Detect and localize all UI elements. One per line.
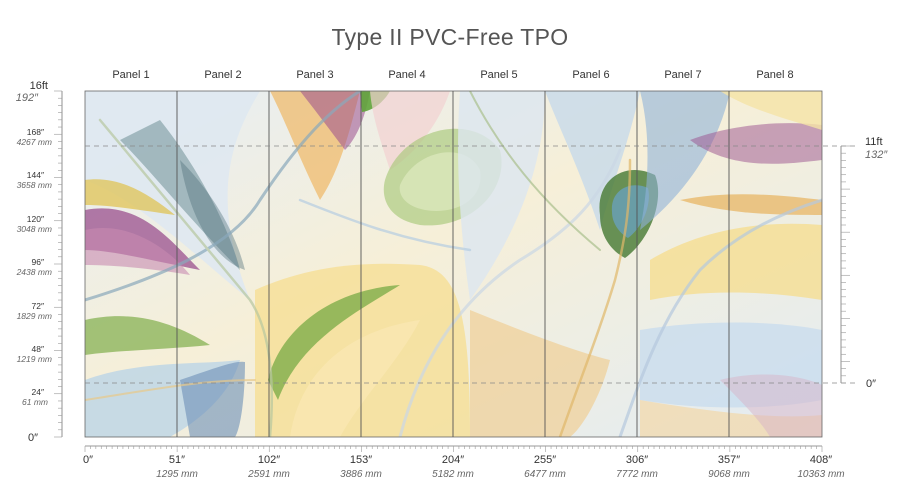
left-tick-in: 120″ (27, 214, 44, 224)
bottom-tick-in: 408″ (810, 454, 832, 466)
bottom-tick-in: 51″ (169, 454, 185, 466)
bottom-tick-in: 0″ (83, 454, 93, 466)
mural-border (84, 90, 823, 438)
bottom-tick-mm: 7772 mm (616, 469, 658, 480)
bottom-tick-in: 357″ (718, 454, 740, 466)
left-tick-in: 24″ (32, 387, 44, 397)
bottom-tick-in: 204″ (442, 454, 464, 466)
bottom-tick-in: 306″ (626, 454, 648, 466)
left-tick-mm: 3048 mm (17, 224, 52, 234)
mural-artwork (85, 91, 822, 437)
left-tick-mm: 3658 mm (17, 180, 52, 190)
bottom-tick-mm: 3886 mm (340, 469, 382, 480)
panel-label: Panel 5 (480, 69, 517, 81)
panel-labels: Panel 1 Panel 2 Panel 3 Panel 4 Panel 5 … (112, 69, 793, 81)
panel-label: Panel 2 (204, 69, 241, 81)
left-tick-in: 96″ (32, 257, 44, 267)
left-tick-in: 168″ (27, 127, 44, 137)
right-axis-in: 132″ (865, 149, 888, 161)
panel-seams (176, 91, 730, 437)
left-tick-mm: 61 mm (22, 397, 48, 407)
left-axis-top-ft: 16ft (30, 80, 48, 92)
panel-label: Panel 4 (388, 69, 425, 81)
right-ruler: 11ft 132″ 0″ (840, 136, 888, 390)
left-ruler: 16ft 192″ 168″ 4267 mm 144″ 3658 mm 120″… (16, 80, 63, 444)
panel-label: Panel 3 (296, 69, 333, 81)
bottom-tick-mm: 6477 mm (524, 469, 566, 480)
left-tick-in: 0″ (28, 432, 38, 444)
left-tick-in: 72″ (32, 301, 44, 311)
left-tick-mm: 1829 mm (17, 311, 52, 321)
page-title: Type II PVC-Free TPO (331, 24, 569, 50)
bottom-tick-mm: 9068 mm (708, 469, 750, 480)
bottom-tick-in: 255″ (534, 454, 556, 466)
left-tick-mm: 4267 mm (17, 137, 52, 147)
left-tick-in: 144″ (27, 170, 44, 180)
panel-label: Panel 1 (112, 69, 149, 81)
bottom-tick-mm: 2591 mm (247, 469, 290, 480)
bottom-tick-mm: 1295 mm (156, 469, 198, 480)
bottom-tick-mm: 5182 mm (432, 469, 474, 480)
left-axis-top-in: 192″ (16, 92, 39, 104)
bottom-tick-mm: 10363 mm (797, 469, 844, 480)
panel-label: Panel 6 (572, 69, 609, 81)
left-tick-mm: 1219 mm (17, 354, 52, 364)
left-tick-in: 48″ (32, 344, 44, 354)
dashed-guides (85, 145, 855, 384)
right-axis-ft: 11ft (865, 136, 883, 148)
bottom-tick-in: 153″ (350, 454, 372, 466)
panel-label: Panel 8 (756, 69, 793, 81)
bottom-ruler: 0″ 51″ 102″ 153″ 204″ 255″ 306″ 357″ 408… (83, 445, 845, 480)
panel-label: Panel 7 (664, 69, 701, 81)
bottom-tick-in: 102″ (258, 454, 280, 466)
right-axis-zero: 0″ (866, 378, 876, 390)
left-tick-mm: 2438 mm (16, 267, 52, 277)
